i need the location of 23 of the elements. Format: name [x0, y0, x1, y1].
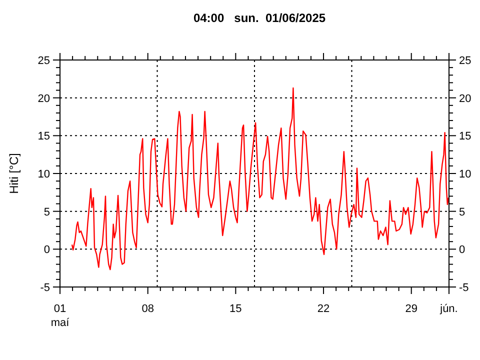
y-tick-label: 20	[38, 92, 50, 105]
y-tick-label: 15	[38, 130, 50, 143]
y2-tick-label: -5	[459, 282, 469, 294]
x-tick-label: 01 maí	[50, 303, 70, 329]
y-tick-label: -5	[40, 282, 50, 294]
y2-tick-label: 0	[459, 244, 466, 256]
y2-tick-label: 5	[459, 206, 466, 218]
x-tick-label: jún.	[439, 303, 458, 315]
y2-tick-label: 15	[459, 130, 472, 143]
y2-tick-label: 10	[459, 168, 472, 180]
y-axis-title: Hiti [°C]	[7, 153, 21, 194]
x-tick-label: 15	[230, 303, 242, 315]
line-series	[71, 87, 449, 270]
x-tick-label: 22	[317, 303, 330, 315]
chart-title: 04:00 sun. 01/06/2025	[193, 11, 326, 25]
y-tick-label: 25	[38, 55, 50, 67]
y2-tick-label: 25	[459, 55, 472, 67]
y-tick-label: 0	[44, 244, 50, 256]
y2-tick-label: 20	[459, 92, 472, 105]
x-tick-label: 08	[142, 303, 154, 315]
x-tick-label: 29	[405, 303, 418, 315]
y-tick-label: 10	[38, 168, 50, 180]
y-tick-label: 5	[44, 206, 50, 218]
